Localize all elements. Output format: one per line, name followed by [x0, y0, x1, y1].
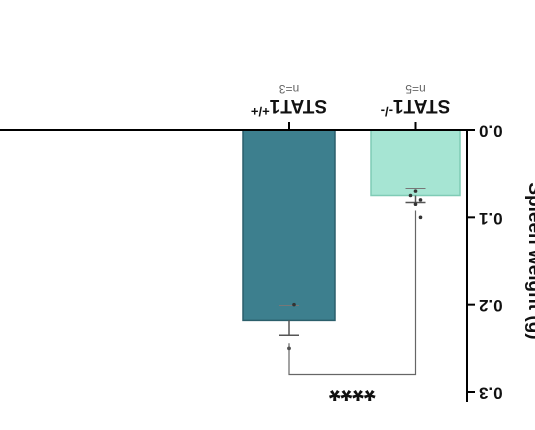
sample-size-label: n=3: [278, 82, 299, 96]
value-axis-title: Spleen weight (g): [524, 182, 535, 339]
significance-bracket: [288, 210, 417, 376]
category-label: STAT1-/-: [381, 95, 451, 119]
sample-size-label: n=5: [405, 82, 426, 96]
value-tick-label: 0.1: [479, 209, 503, 228]
bar-stat1-wt: [242, 129, 336, 322]
panel-label: D: [527, 16, 535, 41]
value-tick-label: 0.2: [479, 296, 503, 315]
value-tick-label: 0.3: [479, 384, 503, 403]
bar-stat1-ko: [370, 129, 461, 197]
data-point: [408, 193, 413, 198]
data-point: [292, 302, 296, 307]
data-point: [418, 198, 423, 202]
value-tick-label: 0.0: [479, 122, 503, 141]
data-point: [413, 202, 418, 207]
data-point: [418, 215, 423, 220]
data-point: [413, 189, 418, 193]
category-label: STAT1+/+: [251, 95, 328, 119]
significance-label: ****: [329, 374, 376, 407]
